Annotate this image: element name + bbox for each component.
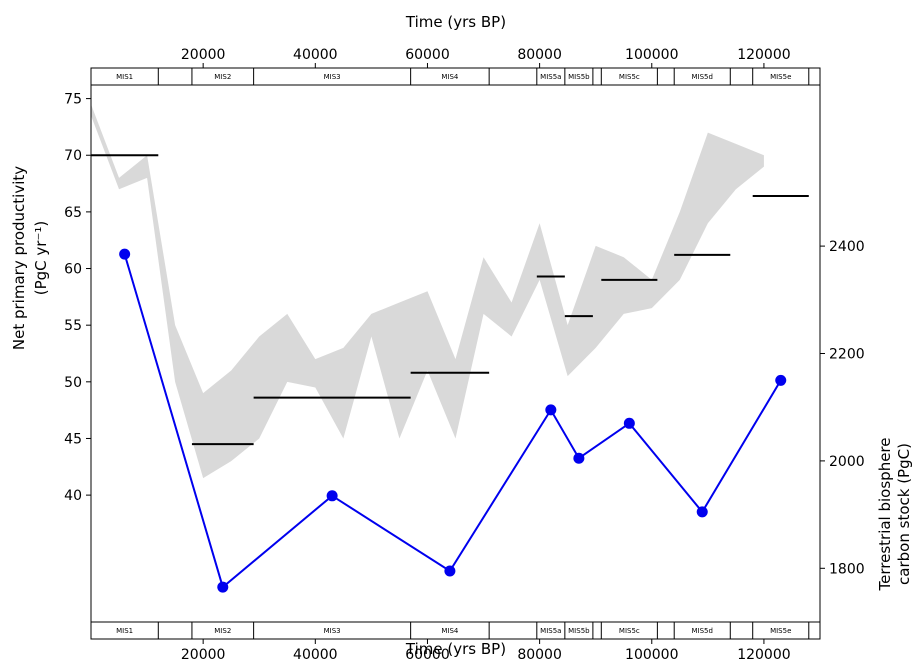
carbon-stock-point-6	[623, 417, 635, 429]
x-tick-label-bottom-0: 20000	[181, 647, 226, 659]
carbon-tick-label-1: 2000	[829, 454, 865, 470]
mis-label-bottom-13: MIS5e	[770, 627, 791, 635]
npp-tick-label-2: 50	[64, 375, 82, 391]
carbon-stock-point-0	[119, 248, 131, 260]
carbon-stock-point-1	[217, 581, 229, 593]
mis-label-top-2: MIS2	[214, 73, 231, 81]
npp-tick-label-3: 55	[64, 318, 82, 334]
npp-axis-title: Net primary productivity	[10, 166, 28, 350]
mis-label-bottom-3: MIS3	[324, 627, 341, 635]
mis-label-bottom-7: MIS5b	[568, 627, 590, 635]
x-tick-label-top-1: 40000	[293, 47, 338, 63]
x-tick-label-top-5: 120000	[737, 47, 790, 63]
mis-label-top-7: MIS5b	[568, 73, 590, 81]
carbon-stock-point-5	[573, 452, 585, 464]
mis-label-bottom-9: MIS5c	[619, 627, 640, 635]
x-tick-label-bottom-5: 120000	[737, 647, 790, 659]
mis-label-top-11: MIS5d	[692, 73, 713, 81]
mis-label-top-4: MIS4	[441, 73, 459, 81]
npp-tick-label-0: 40	[64, 488, 82, 504]
mis-label-bottom-6: MIS5a	[540, 627, 561, 635]
x-tick-label-top-3: 80000	[517, 47, 562, 63]
mis-label-top-13: MIS5e	[770, 73, 791, 81]
carbon-axis-title: Terrestrial biosphere	[876, 438, 894, 592]
mis-label-bottom-4: MIS4	[441, 627, 459, 635]
x-tick-label-bottom-4: 100000	[625, 647, 678, 659]
mis-label-top-6: MIS5a	[540, 73, 561, 81]
mis-label-top-3: MIS3	[324, 73, 341, 81]
x-tick-label-top-4: 100000	[625, 47, 678, 63]
carbon-stock-point-3	[444, 565, 456, 577]
x-axis-title-top: Time (yrs BP)	[405, 13, 506, 31]
npp-tick-label-6: 70	[64, 148, 82, 164]
carbon-tick-label-3: 2400	[829, 239, 865, 255]
npp-tick-label-1: 45	[64, 431, 82, 447]
npp-axis-unit: (PgC yr⁻¹)	[32, 221, 50, 296]
carbon-stock-point-8	[775, 374, 787, 386]
mis-label-top-0: MIS1	[116, 73, 133, 81]
mis-label-bottom-0: MIS1	[116, 627, 133, 635]
x-tick-label-top-0: 20000	[181, 47, 226, 63]
carbon-axis-unit: carbon stock (PgC)	[895, 443, 913, 585]
carbon-stock-point-4	[545, 404, 557, 416]
npp-tick-label-7: 75	[64, 92, 82, 108]
carbon-tick-label-0: 1800	[829, 561, 865, 577]
x-tick-label-top-2: 60000	[405, 47, 450, 63]
npp-tick-label-5: 65	[64, 205, 82, 221]
x-tick-label-bottom-2: 60000	[405, 647, 450, 659]
npp-tick-label-4: 60	[64, 262, 82, 278]
carbon-tick-label-2: 2200	[829, 347, 865, 363]
carbon-stock-point-7	[696, 506, 708, 518]
mis-label-top-9: MIS5c	[619, 73, 640, 81]
carbon-stock-point-2	[326, 490, 338, 502]
mis-label-bottom-2: MIS2	[214, 627, 231, 635]
x-tick-label-bottom-1: 40000	[293, 647, 338, 659]
x-axis-title-bottom: Time (yrs BP)	[405, 640, 506, 658]
npp-range-band	[91, 104, 764, 479]
mis-label-bottom-11: MIS5d	[692, 627, 713, 635]
plot-layer: MIS1 MIS2 MIS3 MIS4 MIS5a MIS5b MIS5c MIS5d MIS5…	[64, 47, 864, 659]
x-tick-label-bottom-3: 80000	[517, 647, 562, 659]
